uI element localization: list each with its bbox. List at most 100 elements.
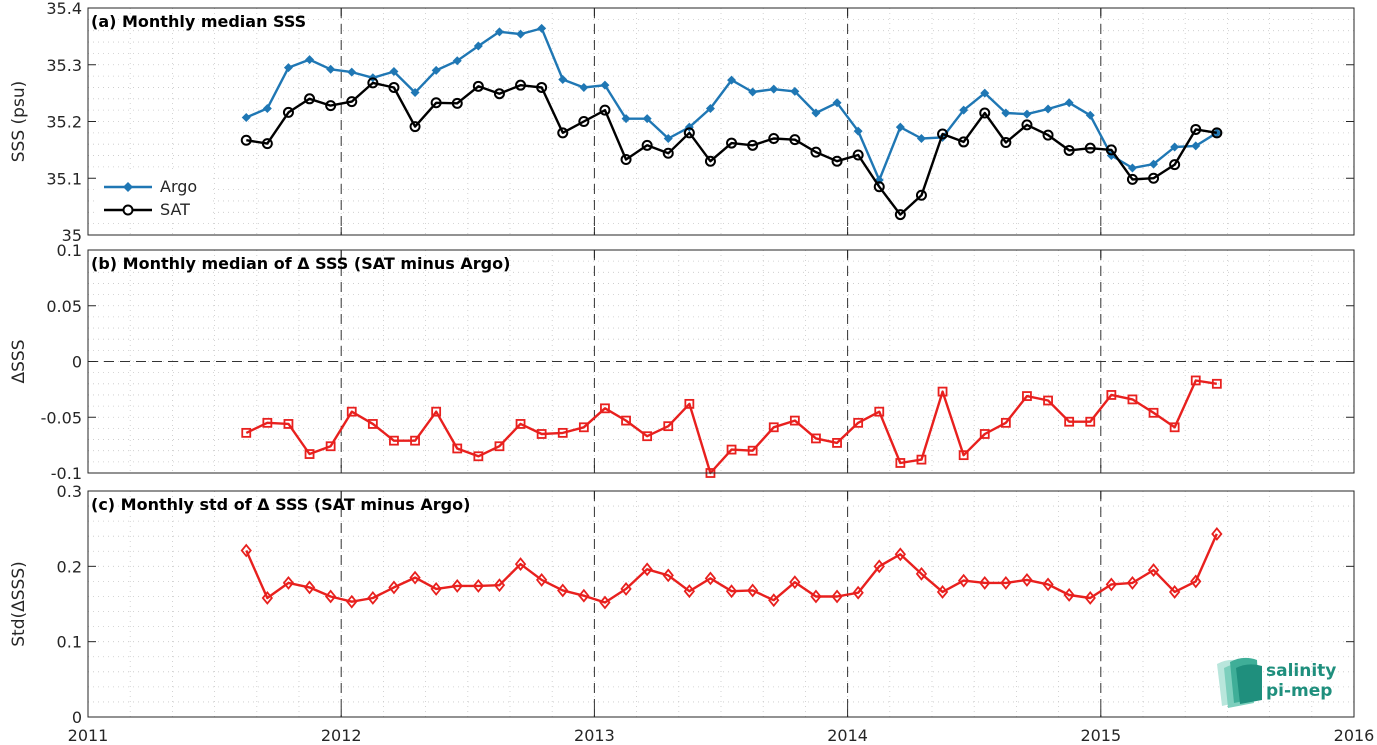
ytick-label: -0.1 [51,464,82,483]
data-point [346,594,358,609]
data-point [578,588,590,603]
data-point [347,67,357,77]
data-point [1148,407,1159,418]
data-point [746,583,759,598]
data-point [979,107,991,119]
data-point [1148,172,1160,184]
data-point [1105,577,1118,592]
data-point [494,441,505,452]
data-point [1021,119,1033,131]
data-point [1021,572,1033,587]
data-point [684,398,695,409]
data-point [1084,591,1096,605]
data-point [514,557,527,571]
ytick-label: 0 [72,708,82,727]
data-point [747,445,758,456]
data-point [1085,416,1096,427]
data-point [537,23,547,33]
data-point [620,154,632,166]
data-point [662,568,674,583]
data-point [811,433,821,444]
data-point [853,417,864,428]
data-point [388,81,400,93]
ytick-label: 0.1 [57,241,82,260]
data-point [600,80,610,90]
ytick-label: 35.3 [46,56,82,75]
data-point [1042,577,1054,592]
data-point [1190,375,1201,386]
data-point [241,113,251,123]
ytick-label: 35.4 [46,0,82,18]
data-point [642,431,653,442]
data-point [894,209,906,221]
data-point [769,84,779,94]
data-point [1063,588,1075,602]
data-point [768,422,779,433]
data-point [557,127,569,139]
ylabel-b: ΔSSS [9,339,29,383]
data-point [1042,129,1054,141]
data-point [1127,163,1137,173]
data-point [558,75,568,85]
data-point [430,97,442,109]
data-point [409,121,421,133]
legend-sat-label: SAT [160,200,190,219]
data-point [726,137,738,149]
ytick-label: 35.2 [46,113,82,132]
data-point [367,591,379,605]
data-point [473,41,483,51]
data-point [261,591,274,605]
data-point [1169,159,1181,171]
data-point [452,443,463,454]
data-point [895,122,905,132]
data-point [241,427,252,438]
data-point [980,88,990,98]
data-point [600,403,610,414]
data-point [683,127,695,139]
data-point [578,422,589,433]
data-point [768,133,780,145]
data-point [958,136,970,148]
data-point [1105,144,1117,156]
data-point [262,417,273,428]
data-point [831,589,843,604]
data-point [789,575,801,590]
data-point [705,103,715,113]
data-point [1211,527,1223,541]
data-point [536,429,547,439]
data-point [852,585,864,600]
data-point [430,582,442,596]
ytick-label: 0.3 [57,482,82,501]
data-point [621,114,631,124]
data-point [1001,108,1011,118]
data-point [979,575,991,590]
data-point [579,82,589,92]
data-point [283,63,293,73]
xtick-label: 2011 [68,726,109,745]
data-point [957,573,970,588]
ytick-label: -0.05 [41,408,82,427]
data-point [704,571,717,586]
data-point [936,585,949,599]
data-point [367,419,378,429]
data-point [894,547,907,562]
panel-title-c: (c) Monthly std of Δ SSS (SAT minus Argo… [91,495,470,514]
ylabel-a: SSS (psu) [9,81,29,162]
data-point [1127,394,1138,405]
data-point [1043,104,1053,114]
salinity-pimep-logo-icon [1217,657,1262,708]
data-point [389,435,399,446]
data-point [451,97,463,109]
data-point [1149,159,1159,169]
ytick-label: 35 [62,226,82,245]
legend-a-box [97,173,209,223]
data-point [389,67,399,77]
data-point [916,454,927,465]
data-point [1022,109,1032,119]
data-point [874,406,885,417]
data-point [240,134,252,146]
data-point [1000,417,1011,428]
data-point [493,88,505,100]
data-point [641,562,653,577]
data-point [1126,575,1139,590]
